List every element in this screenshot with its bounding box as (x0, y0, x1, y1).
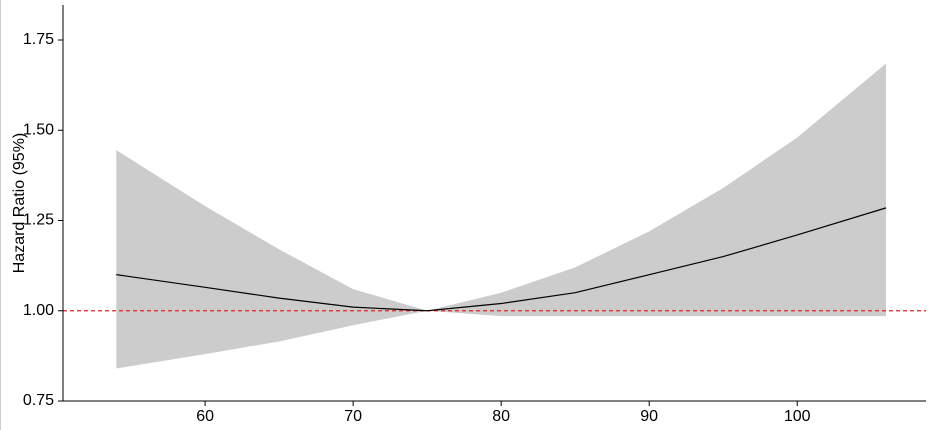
x-tick-label: 60 (196, 408, 214, 425)
y-tick-label: 1.50 (23, 121, 54, 138)
confidence-band (116, 63, 887, 369)
y-tick-label: 1.75 (23, 31, 54, 48)
y-tick-label: 1.00 (23, 302, 54, 319)
hazard-line (116, 207, 887, 312)
y-axis-label: Hazard Ratio (95%) (11, 133, 28, 274)
x-tick-label: 90 (640, 408, 658, 425)
x-tick-label: 80 (492, 408, 510, 425)
y-tick-label: 1.25 (23, 212, 54, 229)
x-tick-label: 70 (344, 408, 362, 425)
x-tick-label: 100 (784, 408, 811, 425)
y-tick-label: 0.75 (23, 392, 54, 409)
